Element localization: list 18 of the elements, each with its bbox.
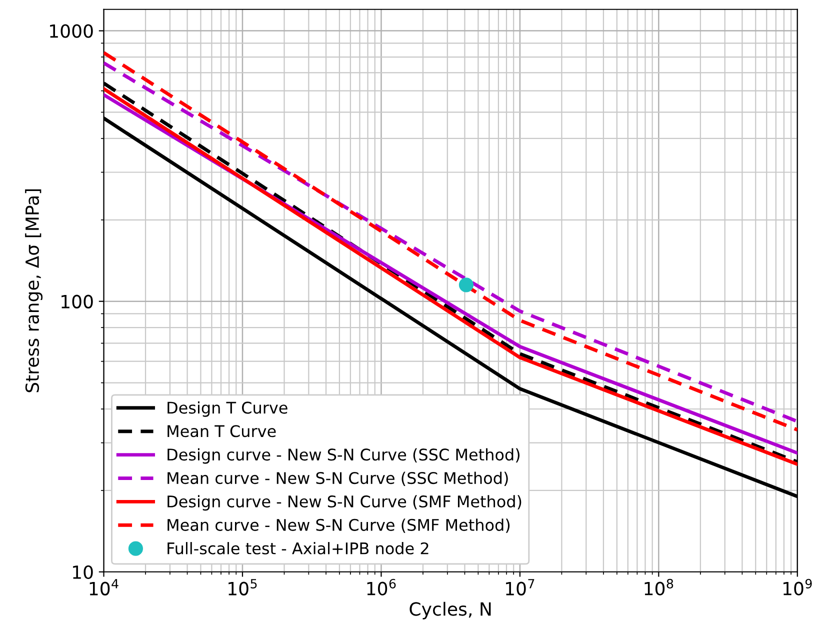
y-tick-label: 100 — [62, 294, 93, 308]
x-tick-label: 10$^{6}$ — [367, 578, 396, 596]
x-tick-label: 10$^{9}$ — [783, 578, 812, 596]
x-tick-label: 10$^{5}$ — [228, 579, 257, 596]
legend-label: Design T Curve — [168, 401, 288, 417]
x-tick-label: 10$^{4}$ — [90, 579, 118, 596]
x-axis-title: Cycles, N — [410, 602, 491, 620]
y-axis-title: Stress range, Δσ [MPa] — [25, 189, 43, 392]
legend-label: Mean curve - New S-N Curve (SMF Method) — [168, 518, 510, 533]
legend-label: Design curve - New S-N Curve (SSC Method) — [168, 448, 520, 464]
legend-label: Mean T Curve — [168, 425, 276, 438]
legend-label: Mean curve - New S-N Curve (SSC Method) — [168, 472, 508, 486]
y-tick-label: 10 — [73, 565, 93, 579]
legend-label: Design curve - New S-N Curve (SMF Method) — [168, 495, 522, 511]
x-tick-label: 10$^{8}$ — [644, 578, 674, 596]
x-tick-label: 10$^{7}$ — [506, 579, 534, 596]
y-tick-label: 1000 — [50, 24, 93, 38]
legend-label: Full-scale test - Axial+IPB node 2 — [168, 542, 428, 554]
